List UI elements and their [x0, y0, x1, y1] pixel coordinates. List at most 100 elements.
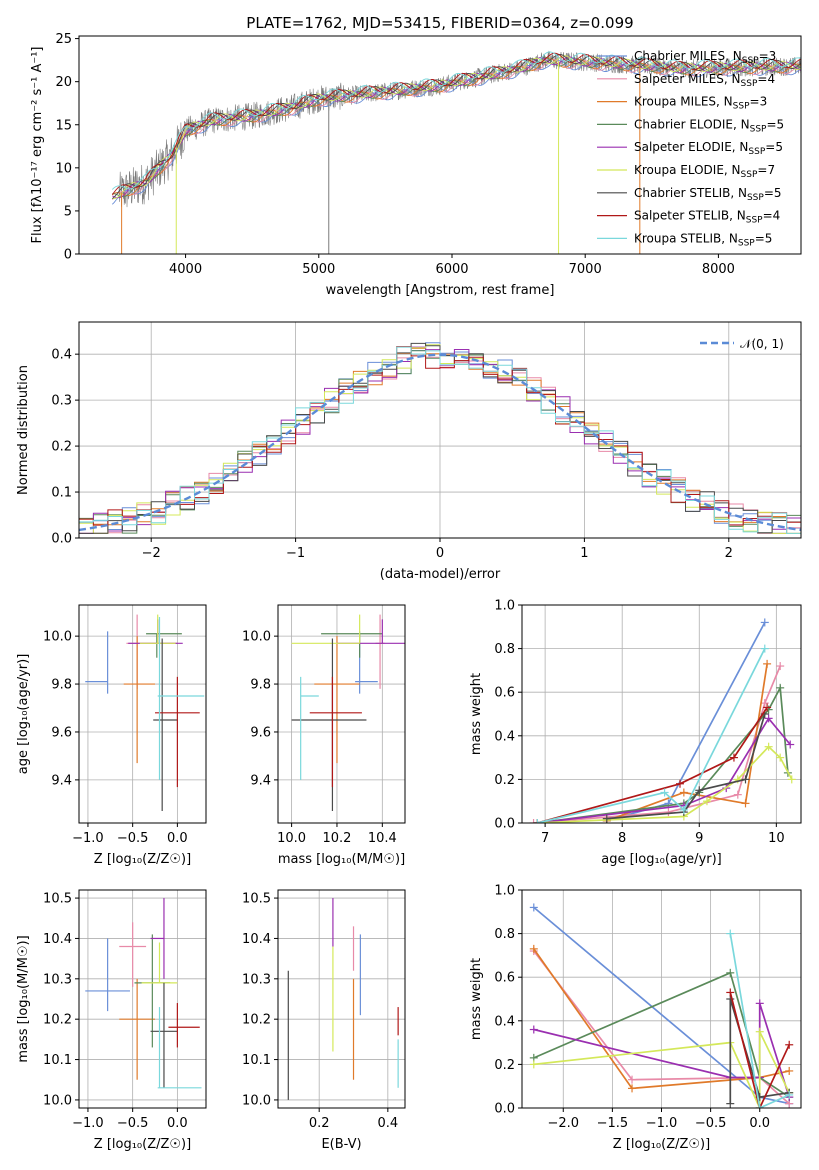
series-marker	[529, 1025, 538, 1034]
x-tick-label: 5000	[302, 262, 335, 277]
plot-area	[85, 898, 202, 1089]
errorbar-point	[126, 614, 178, 689]
y-tick-label: 0.2	[51, 440, 72, 455]
errorbar-point	[153, 638, 178, 812]
y-tick-label: 25	[55, 32, 72, 47]
series-marker	[628, 1075, 637, 1084]
y-tick-label: 0.6	[494, 686, 515, 701]
x-tick-label: −2	[142, 546, 161, 561]
y-tick-label: 10.0	[242, 1093, 271, 1108]
errorbar-point	[85, 938, 130, 1012]
x-tick-label: 2	[725, 546, 733, 561]
y-tick-label: 10.5	[43, 892, 72, 907]
y-tick-label: 9.8	[51, 678, 72, 693]
series-marker	[776, 753, 785, 762]
y-tick-label: 0.8	[494, 927, 515, 942]
chart-mass-vs-EBV: 0.2 0.4 10.0 10.1 10.2 10.3 10.4 10.5 E(B-V)	[242, 889, 406, 1152]
errorbar-point	[119, 922, 147, 987]
series-marker	[675, 779, 684, 788]
plot-area	[291, 614, 405, 812]
series-marker	[776, 683, 785, 692]
x-tick-label: 4000	[169, 262, 202, 277]
series-marker	[785, 1090, 794, 1099]
x-tick-label: −2.0	[547, 1116, 579, 1131]
series-line	[537, 648, 766, 823]
spectrum-data-line	[118, 50, 801, 208]
plot-frame	[78, 604, 207, 824]
y-tick-label: 10.4	[43, 932, 72, 947]
series-line	[606, 622, 766, 822]
chart-mass-vs-Z: −1.0 −0.5 0.0 10.0 10.1 10.2 10.3 10.4 10.5 Z [lo…	[16, 889, 207, 1152]
plot-area	[111, 50, 801, 254]
y-tick-label: 0.6	[494, 971, 515, 986]
series-marker	[679, 805, 688, 814]
errorbar-point	[321, 633, 383, 658]
series-marker	[660, 788, 669, 797]
y-tick-label: 0.4	[494, 729, 515, 744]
y-tick-label: 0.0	[494, 1102, 515, 1117]
legend-label: Kroupa ELODIE, NSSP=7	[634, 163, 775, 180]
series-marker	[741, 775, 750, 784]
series-line	[537, 716, 791, 823]
plot-area	[287, 898, 399, 1100]
errorbar-point	[300, 676, 319, 780]
chart-spectrum: PLATE=1762, MJD=53415, FIBERID=0364, z=0…	[30, 14, 802, 298]
series-marker	[533, 819, 542, 823]
model-line-kroupa-elodie	[112, 55, 801, 200]
y-tick-label: 20	[55, 75, 72, 90]
x-tick-label: 7000	[569, 262, 602, 277]
y-tick-label: 0	[64, 248, 72, 263]
x-tick-label: −1.0	[72, 831, 104, 846]
series-line	[533, 950, 790, 1105]
x-tick-label: 0.4	[377, 1116, 398, 1131]
legend-label: 𝒩(0, 1)	[740, 337, 784, 351]
y-tick-label: 9.4	[51, 773, 72, 788]
series-line	[729, 992, 790, 1108]
series-marker	[763, 659, 772, 668]
gaussian-curve	[79, 353, 801, 532]
x-tick-label: 6000	[435, 262, 468, 277]
x-axis-label: age [log₁₀(age/yr)]	[601, 852, 722, 867]
series-marker	[679, 788, 688, 797]
series-marker	[741, 799, 750, 808]
y-tick-label: 10.3	[43, 972, 72, 987]
y-axis-label: mass [log₁₀(M/M☉)]	[16, 935, 31, 1062]
y-tick-label: 0.8	[494, 642, 515, 657]
series-marker	[726, 929, 735, 938]
y-tick-label: 10.2	[242, 1013, 271, 1028]
y-tick-label: 0.0	[494, 817, 515, 832]
series-marker	[628, 1084, 637, 1093]
series-marker	[786, 740, 795, 749]
series-line	[537, 684, 789, 823]
chart-age-vs-mass: 10.0 10.2 10.4 9.4 9.6 9.8 10.0 mass [log₁₀(M/M…	[242, 604, 406, 867]
errorbar-point	[291, 638, 367, 812]
legend-label: Chabrier ELODIE, NSSP=5	[634, 117, 784, 134]
legend: Chabrier MILES, NSSP=3 Salpeter MILES, NS…	[597, 49, 784, 248]
plot-frame	[277, 889, 406, 1109]
y-tick-label: 9.8	[250, 678, 271, 693]
legend-label: Salpeter STELIB, NSSP=4	[634, 209, 780, 226]
plot-area	[529, 903, 794, 1108]
series-marker	[529, 1060, 538, 1069]
series-marker	[726, 988, 735, 997]
y-tick-label: 10	[55, 161, 72, 176]
y-tick-label: 5	[64, 204, 72, 219]
legend-label: Salpeter ELODIE, NSSP=5	[634, 140, 783, 157]
x-axis-label: Z [log₁₀(Z/Z☉)]	[613, 1137, 710, 1152]
x-tick-label: 0.0	[167, 1116, 188, 1131]
x-tick-label: −0.5	[117, 831, 149, 846]
series-marker	[755, 1027, 764, 1036]
x-axis-label: Z [log₁₀(Z/Z☉)]	[94, 852, 191, 867]
series-marker	[695, 786, 704, 795]
x-tick-label: −0.5	[117, 1116, 149, 1131]
series-marker	[785, 1066, 794, 1075]
x-axis-label: Z [log₁₀(Z/Z☉)]	[94, 1137, 191, 1152]
series-marker	[760, 699, 769, 708]
plot-frame	[78, 889, 207, 1109]
x-tick-label: −1.0	[646, 1116, 678, 1131]
plot-area	[529, 618, 796, 823]
series-marker	[760, 644, 769, 653]
y-tick-label: 0.4	[51, 348, 72, 363]
errorbar-point	[146, 633, 182, 658]
series-marker	[726, 1099, 735, 1108]
